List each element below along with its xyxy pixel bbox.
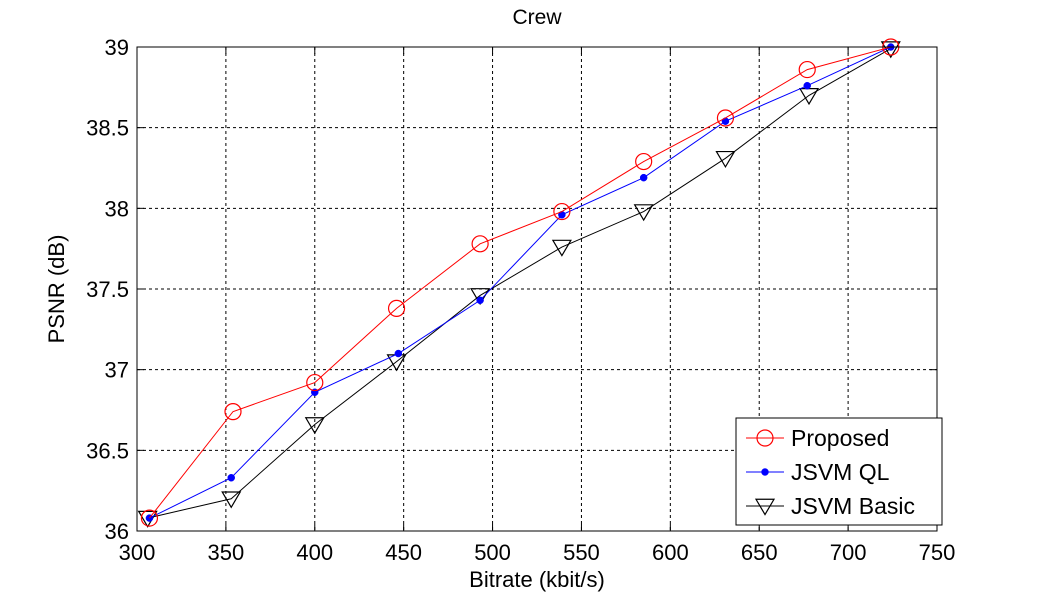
data-point-circle	[306, 373, 324, 392]
legend-label: JSVM Basic	[791, 493, 915, 519]
x-tick-label: 300	[119, 540, 156, 565]
data-point-circle	[140, 509, 159, 527]
series-jsvm-basic	[137, 41, 901, 528]
axis-ticks: 300 350 400 450 500 550 600 650 700 750 36 36.5 37 37…	[86, 35, 955, 565]
data-point-dot	[394, 349, 403, 358]
y-tick-label: 37.5	[86, 277, 129, 302]
y-tick-label: 36	[105, 519, 129, 544]
series-layer	[137, 38, 901, 528]
data-point-triangle	[304, 417, 325, 435]
data-point-dot	[476, 296, 484, 305]
data-point-dot	[639, 173, 648, 182]
data-point-circle	[471, 235, 489, 253]
y-tick-label: 38	[105, 196, 129, 221]
data-point-triangle	[470, 288, 491, 306]
series-line	[147, 48, 892, 519]
y-axis-label: PSNR (dB)	[44, 235, 69, 344]
x-tick-label: 500	[474, 540, 511, 565]
y-tick-label: 39	[105, 35, 129, 60]
chart-title: Crew	[512, 6, 562, 29]
legend-entry: JSVM Basic	[746, 493, 915, 519]
legend-entry: JSVM QL	[746, 459, 890, 485]
data-point-dot	[761, 468, 769, 476]
data-point-circle	[635, 152, 653, 171]
legend-entry: Proposed	[746, 425, 889, 451]
x-tick-label: 550	[563, 540, 600, 565]
legend: Proposed JSVM QL JSVM Basic	[735, 417, 943, 526]
data-point-circle	[798, 60, 816, 79]
y-tick-label: 38.5	[86, 116, 129, 141]
data-point-dot	[227, 474, 235, 482]
x-tick-label: 400	[296, 540, 333, 565]
x-tick-label: 750	[919, 540, 956, 565]
legend-label: Proposed	[791, 425, 889, 451]
x-tick-label: 600	[652, 540, 689, 565]
data-point-circle	[224, 403, 242, 421]
series-jsvm-ql	[145, 43, 895, 522]
series-proposed	[140, 38, 900, 527]
data-point-dot	[803, 81, 811, 90]
x-tick-label: 350	[208, 540, 245, 565]
x-tick-label: 650	[741, 540, 778, 565]
data-point-circle	[553, 202, 571, 221]
data-point-circle	[756, 429, 774, 447]
data-point-triangle	[754, 498, 776, 516]
data-point-circle	[387, 299, 406, 317]
grid	[137, 47, 937, 531]
series-line	[149, 46, 891, 519]
x-axis-label: Bitrate (kbit/s)	[469, 567, 605, 592]
data-point-triangle	[551, 239, 572, 257]
data-point-triangle	[633, 204, 654, 222]
series-line	[149, 46, 891, 519]
data-point-triangle	[221, 491, 242, 509]
data-point-circle	[716, 109, 735, 127]
data-point-triangle	[715, 150, 736, 169]
y-tick-label: 36.5	[86, 438, 129, 463]
x-tick-label: 700	[830, 540, 867, 565]
legend-label: JSVM QL	[791, 459, 890, 485]
y-tick-label: 37	[105, 358, 129, 383]
x-tick-label: 450	[385, 540, 422, 565]
